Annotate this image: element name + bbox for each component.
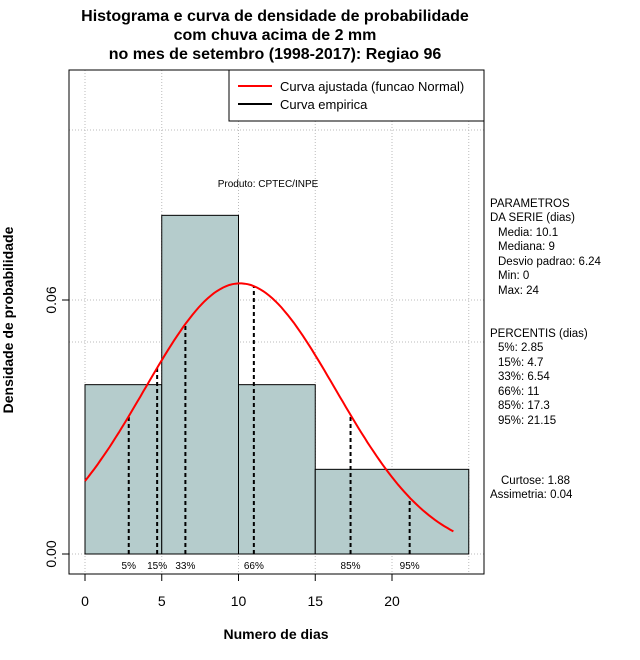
- legend: Curva ajustada (funcao Normal) Curva emp…: [228, 69, 485, 122]
- parameters-header-2: DA SERIE (dias): [490, 212, 575, 224]
- percentile-95: 95%: 21.15: [498, 415, 556, 427]
- chart-title-line-1: Histograma e curva de densidade de proba…: [81, 8, 469, 25]
- fitted-normal-curve: [84, 282, 454, 533]
- histogram-bar-2: [161, 214, 239, 555]
- parameter-mean: Media: 10.1: [498, 227, 558, 239]
- percentile-label-6: 95%: [400, 561, 420, 572]
- x-axis-title: Numero de dias: [223, 626, 328, 642]
- kurtosis-value: Curtose: 1.88: [501, 475, 570, 487]
- percentile-85: 85%: 17.3: [498, 400, 550, 412]
- legend-fitted-label: Curva ajustada (funcao Normal): [280, 79, 464, 94]
- chart-title-line-3: no mes de setembro (1998-2017): Regiao 9…: [109, 46, 442, 63]
- y-tick-label-0: 0.00: [43, 540, 59, 567]
- parameter-min: Min: 0: [498, 270, 529, 282]
- histogram-bars: [84, 214, 470, 555]
- percentile-66: 66%: 11: [498, 386, 539, 398]
- parameter-max: Max: 24: [498, 285, 540, 297]
- percentile-label-1: 5%: [122, 561, 137, 572]
- parameter-stddev: Desvio padrao: 6.24: [498, 256, 602, 268]
- histogram-bar-4: [314, 468, 470, 555]
- y-tick-label-1: 0.06: [43, 286, 59, 313]
- percentile-label-5: 85%: [341, 561, 361, 572]
- percentile-15: 15%: 4.7: [498, 357, 543, 369]
- fitted-curve-group: [84, 282, 454, 533]
- grid-lines: [69, 70, 484, 574]
- percentile-labels: 5% 15% 33% 66% 85% 95%: [122, 561, 420, 572]
- percentile-lines: [127, 286, 411, 554]
- statistics-panel: PARAMETROS DA SERIE (dias) Media: 10.1 M…: [490, 198, 602, 501]
- percentiles-header: PERCENTIS (dias): [490, 328, 588, 340]
- percentile-5: 5%: 2.85: [498, 342, 543, 354]
- parameter-median: Mediana: 9: [498, 241, 555, 253]
- percentile-33: 33%: 6.54: [498, 371, 550, 383]
- histogram-bar-3: [238, 384, 316, 555]
- skewness-value: Assimetria: 0.04: [490, 489, 573, 501]
- x-tick-label-10: 10: [231, 593, 247, 609]
- product-annotation: Produto: CPTEC/INPE: [218, 179, 319, 190]
- x-tick-label-20: 20: [384, 593, 400, 609]
- histogram-bar-1: [84, 384, 163, 555]
- x-tick-label-0: 0: [81, 593, 89, 609]
- percentile-label-4: 66%: [244, 561, 264, 572]
- chart-title-line-2: com chuva acima de 2 mm: [174, 27, 377, 44]
- y-axis-title: Densidade de probabilidade: [0, 226, 16, 413]
- x-tick-label-15: 15: [307, 593, 323, 609]
- x-tick-label-5: 5: [158, 593, 166, 609]
- parameters-header-1: PARAMETROS: [490, 198, 570, 210]
- legend-box: [228, 69, 485, 122]
- legend-empirical-label: Curva empirica: [280, 97, 368, 112]
- percentile-label-3: 33%: [175, 561, 195, 572]
- axes: 0 5 10 15 20 0.00 0.06: [43, 69, 485, 609]
- percentile-label-2: 15%: [147, 561, 167, 572]
